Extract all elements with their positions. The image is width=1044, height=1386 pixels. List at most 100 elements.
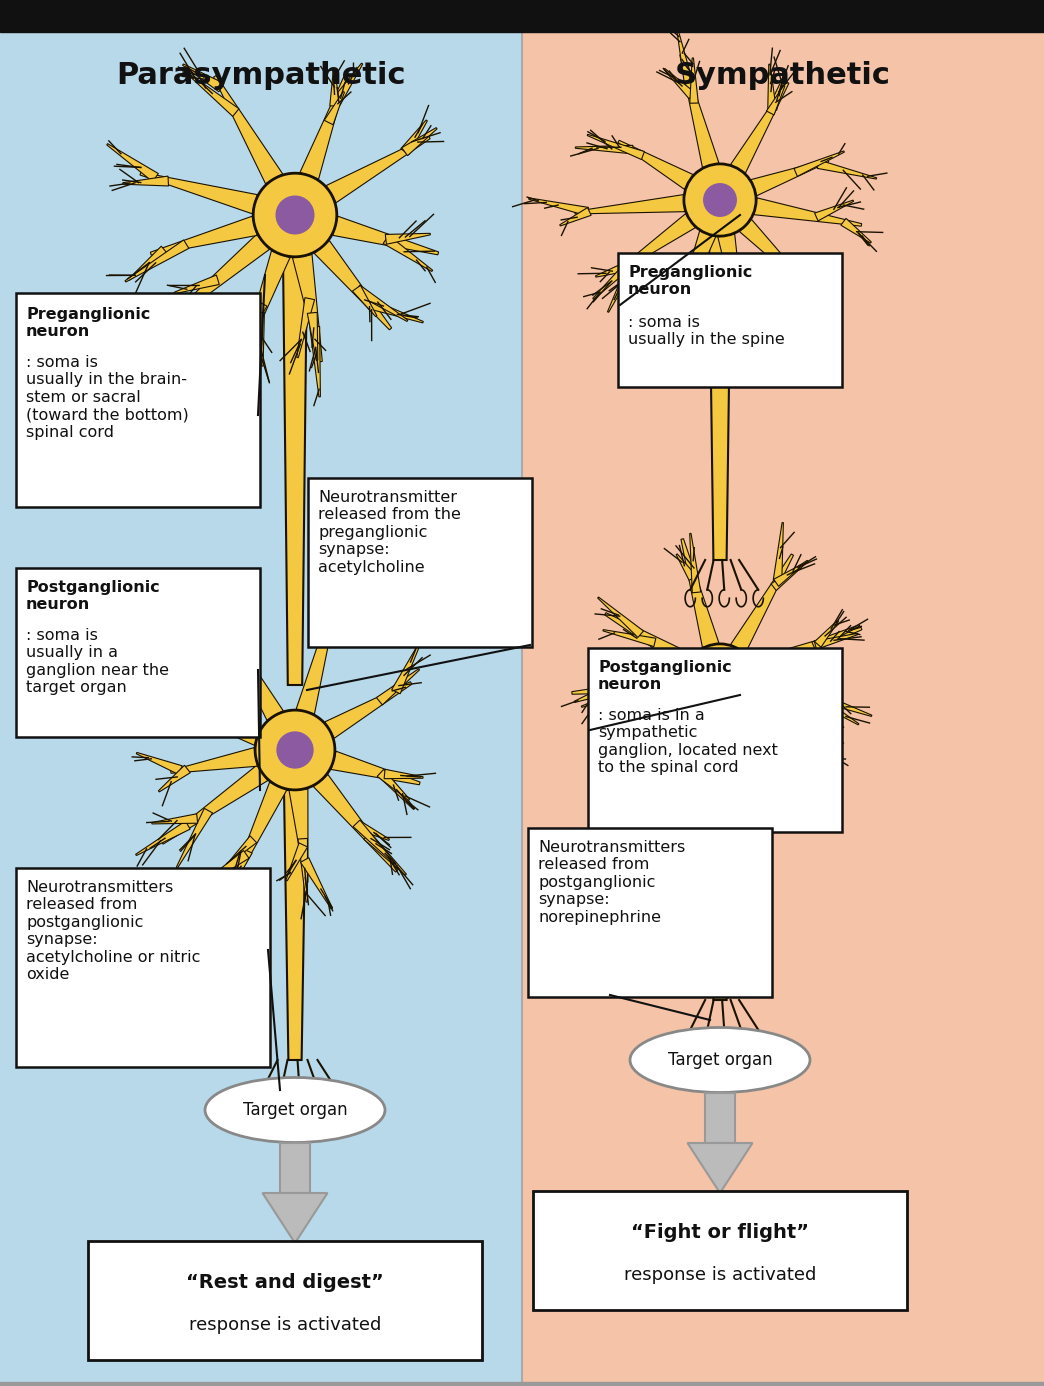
Polygon shape [313,775,398,872]
Polygon shape [684,287,693,316]
Polygon shape [681,539,719,647]
Polygon shape [575,146,633,154]
Polygon shape [194,615,240,653]
Polygon shape [812,625,860,650]
Polygon shape [125,240,189,281]
Polygon shape [572,675,685,694]
Polygon shape [237,302,267,352]
Polygon shape [298,839,308,902]
Polygon shape [709,717,731,1001]
Polygon shape [776,733,833,755]
Polygon shape [818,693,872,717]
Polygon shape [289,789,308,883]
Polygon shape [151,814,197,823]
Polygon shape [255,312,264,366]
Polygon shape [811,693,859,725]
Polygon shape [161,234,269,328]
Polygon shape [664,68,695,98]
Polygon shape [383,236,432,272]
Polygon shape [377,769,409,800]
Polygon shape [739,700,821,780]
Polygon shape [604,723,647,751]
Polygon shape [151,301,189,323]
FancyBboxPatch shape [528,827,772,997]
Polygon shape [128,247,168,280]
Bar [0,1382,1044,1386]
Ellipse shape [205,1077,385,1142]
Polygon shape [740,331,761,362]
Polygon shape [608,259,637,312]
Polygon shape [840,219,872,243]
Polygon shape [781,262,803,290]
Polygon shape [377,668,420,705]
Polygon shape [817,159,877,179]
Polygon shape [140,172,257,213]
Polygon shape [595,263,625,277]
Polygon shape [314,241,392,330]
Text: Neurotransmitter
released from the
preganglionic
synapse:
acetylcholine: Neurotransmitter released from the prega… [318,491,460,575]
Polygon shape [718,234,746,345]
Text: “Rest and digest”: “Rest and digest” [186,1274,384,1293]
Polygon shape [323,568,339,632]
Polygon shape [136,821,190,855]
Bar [705,1094,735,1143]
Circle shape [704,664,736,696]
FancyBboxPatch shape [88,1240,482,1360]
Polygon shape [775,732,829,760]
Polygon shape [664,790,675,840]
Polygon shape [286,843,308,881]
Polygon shape [754,678,840,703]
Circle shape [255,710,335,790]
Polygon shape [355,286,408,322]
Polygon shape [626,718,658,747]
Polygon shape [656,710,712,816]
Polygon shape [766,86,785,115]
Polygon shape [802,283,826,317]
Polygon shape [144,694,261,746]
Polygon shape [663,284,691,313]
Polygon shape [170,747,258,773]
Polygon shape [655,797,669,833]
FancyBboxPatch shape [16,292,260,507]
Polygon shape [284,790,306,1060]
Text: : soma is
usually in the brain-
stem or sacral
(toward the bottom)
spinal cord: : soma is usually in the brain- stem or … [26,355,189,439]
FancyBboxPatch shape [533,1191,907,1310]
Polygon shape [148,301,191,337]
Polygon shape [176,808,213,868]
Polygon shape [677,29,693,83]
Polygon shape [603,629,656,646]
Polygon shape [768,75,785,111]
Polygon shape [190,851,248,894]
Polygon shape [326,136,430,202]
FancyBboxPatch shape [16,868,270,1067]
Polygon shape [688,1143,753,1193]
Text: : soma is
usually in the spine: : soma is usually in the spine [628,315,785,348]
Polygon shape [754,198,861,226]
Polygon shape [137,753,182,775]
Polygon shape [774,523,783,581]
Text: response is activated: response is activated [624,1265,816,1283]
Polygon shape [597,597,643,638]
Polygon shape [117,685,175,711]
Polygon shape [262,1193,328,1243]
Polygon shape [231,850,253,888]
FancyBboxPatch shape [16,568,260,737]
Polygon shape [574,686,609,703]
Polygon shape [604,613,693,669]
Polygon shape [731,554,793,653]
Polygon shape [188,73,239,116]
Polygon shape [739,219,816,297]
Polygon shape [680,54,719,168]
Polygon shape [814,200,854,220]
Polygon shape [207,327,257,376]
Polygon shape [669,231,716,337]
Polygon shape [300,78,347,179]
Polygon shape [296,589,339,714]
Polygon shape [325,682,412,739]
Circle shape [254,173,337,256]
Polygon shape [111,699,166,711]
Polygon shape [751,628,862,676]
Polygon shape [292,255,323,362]
Polygon shape [283,256,307,685]
Polygon shape [772,560,808,590]
